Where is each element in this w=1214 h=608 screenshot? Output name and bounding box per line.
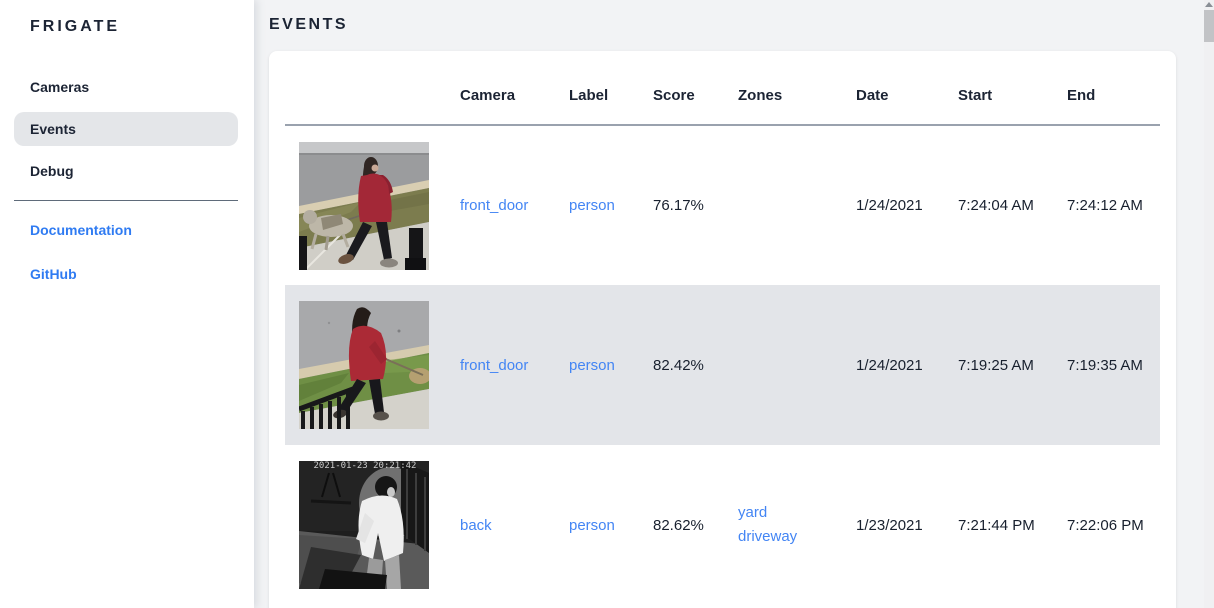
column-header-end: End [1067, 67, 1160, 126]
zones-cell [738, 285, 856, 445]
daytime-person-hoodie-image [299, 301, 429, 429]
scrollbar-thumb[interactable] [1204, 10, 1214, 42]
app-title: FRIGATE [30, 18, 121, 35]
scrollbar-up-arrow-icon[interactable] [1205, 2, 1213, 7]
start-time-value: 7:24:04 AM [958, 197, 1034, 214]
column-header-thumbnail [285, 67, 460, 126]
event-row[interactable]: 2021-01-23 20:21:42 back person 82.62% y… [285, 445, 1160, 605]
label-link[interactable]: person [569, 516, 615, 534]
table-header-row: Camera Label Score Zones Date Start End [285, 67, 1160, 126]
zone-link[interactable]: yard [738, 504, 768, 521]
event-thumbnail[interactable]: 2021-01-23 20:21:42 [299, 461, 429, 589]
main-content: EVENTS Camera Label Score Zones Date Sta… [254, 0, 1214, 608]
date-value: 1/23/2021 [856, 516, 923, 534]
zone-link[interactable]: driveway [738, 528, 798, 545]
label-link[interactable]: person [569, 197, 615, 214]
start-time-value: 7:19:25 AM [958, 356, 1034, 374]
score-value: 82.42% [653, 356, 704, 374]
column-header-camera: Camera [460, 67, 569, 126]
sidebar-nav: Cameras Events Debug Documentation GitHu… [0, 70, 254, 291]
sidebar: FRIGATE Cameras Events Debug Documentati… [0, 0, 254, 608]
zones-cell [738, 125, 856, 285]
end-time-value: 7:19:35 AM [1067, 356, 1143, 374]
sidebar-item-events[interactable]: Events [14, 112, 238, 146]
page-title: EVENTS [269, 16, 349, 33]
column-header-score: Score [653, 67, 738, 126]
sidebar-link-documentation[interactable]: Documentation [30, 222, 132, 238]
sidebar-divider [14, 200, 238, 201]
camera-timestamp-overlay: 2021-01-23 20:21:42 [314, 461, 417, 471]
sidebar-item-cameras[interactable]: Cameras [30, 79, 90, 95]
zones-cell: yard driveway [738, 445, 856, 605]
event-row[interactable]: front_door person 76.17% 1/24/2021 7:24:… [285, 125, 1160, 285]
column-header-zones: Zones [738, 67, 856, 126]
label-link[interactable]: person [569, 356, 615, 374]
event-row-selected[interactable]: front_door person 82.42% 1/24/2021 7:19:… [285, 285, 1160, 445]
sidebar-item-debug[interactable]: Debug [30, 163, 74, 179]
vertical-scrollbar[interactable] [1204, 0, 1214, 608]
events-table: Camera Label Score Zones Date Start End [285, 67, 1160, 605]
end-time-value: 7:22:06 PM [1067, 516, 1144, 534]
date-value: 1/24/2021 [856, 197, 923, 214]
column-header-date: Date [856, 67, 958, 126]
column-header-start: Start [958, 67, 1067, 126]
sidebar-link-github[interactable]: GitHub [30, 266, 77, 282]
score-value: 76.17% [653, 197, 704, 214]
camera-link[interactable]: back [460, 516, 492, 534]
start-time-value: 7:21:44 PM [958, 516, 1035, 534]
daytime-person-dog-image [299, 141, 429, 270]
night-person-image: 2021-01-23 20:21:42 [299, 461, 429, 589]
event-thumbnail[interactable] [299, 301, 429, 429]
event-thumbnail[interactable] [299, 141, 429, 270]
camera-link[interactable]: front_door [460, 197, 529, 214]
camera-link[interactable]: front_door [460, 356, 529, 374]
end-time-value: 7:24:12 AM [1067, 197, 1143, 214]
score-value: 82.62% [653, 516, 704, 534]
date-value: 1/24/2021 [856, 356, 923, 374]
events-card: Camera Label Score Zones Date Start End [269, 51, 1176, 608]
column-header-label: Label [569, 67, 653, 126]
